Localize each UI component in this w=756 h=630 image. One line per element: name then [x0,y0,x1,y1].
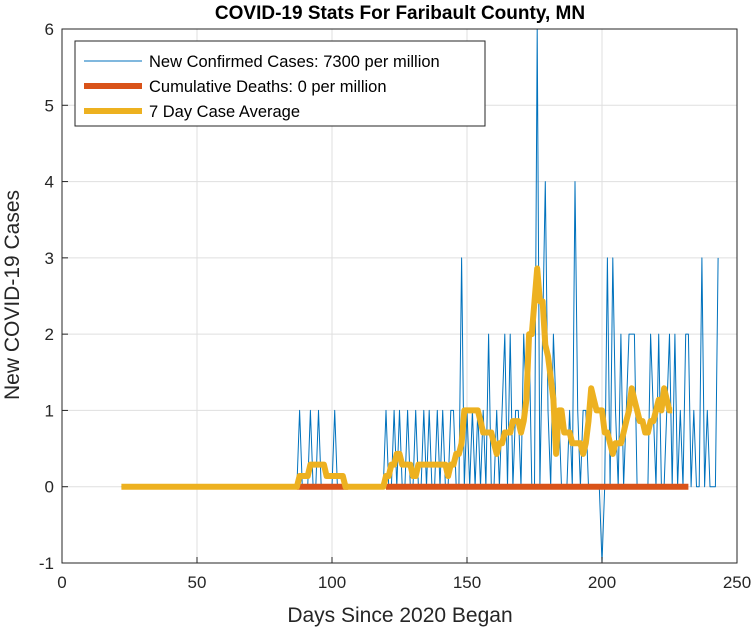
legend-label-cumulative-deaths: Cumulative Deaths: 0 per million [149,78,387,96]
y-tick-label: 1 [45,401,54,420]
tick-marks [61,28,738,564]
y-tick-labels: -1 0 1 2 3 4 5 6 [39,20,54,573]
y-tick-label: 2 [45,325,54,344]
legend-label-7-day-average: 7 Day Case Average [149,103,300,121]
legend: New Confirmed Cases: 7300 per million Cu… [74,40,486,127]
series-7-day-average-line [121,265,673,490]
x-tick-label: 150 [453,573,481,592]
y-tick-label: 0 [45,478,54,497]
legend-label-new-cases: New Confirmed Cases: 7300 per million [149,53,440,71]
legend-box [74,40,486,127]
x-tick-label: 250 [723,573,751,592]
chart-title: COVID-19 Stats For Faribault County, MN [215,3,585,24]
y-tick-label: -1 [39,554,54,573]
x-tick-label: 0 [57,573,66,592]
x-tick-label: 50 [188,573,207,592]
y-tick-label: 5 [45,96,54,115]
y-axis-label: New COVID-19 Cases [1,190,24,400]
y-tick-label: 3 [45,249,54,268]
x-tick-label: 100 [318,573,346,592]
x-tick-labels: 0 50 100 150 200 250 [57,573,751,592]
x-axis-label: Days Since 2020 Began [287,604,512,627]
axes-box [61,28,738,564]
y-tick-label: 6 [45,20,54,39]
y-tick-label: 4 [45,173,54,192]
series-layer [121,28,719,564]
x-tick-label: 200 [588,573,616,592]
